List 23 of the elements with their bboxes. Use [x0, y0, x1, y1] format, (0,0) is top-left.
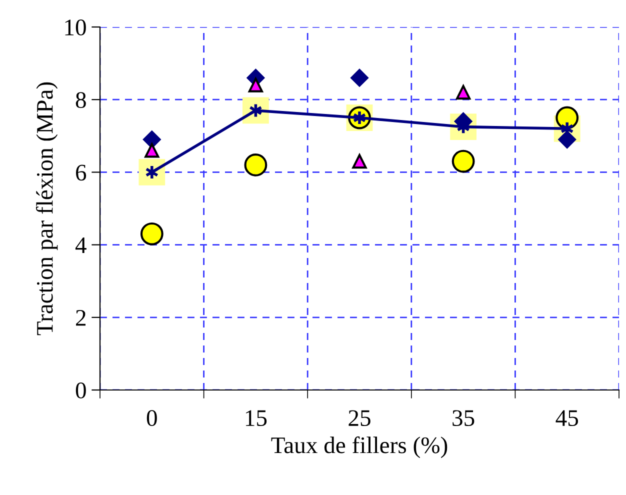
point [350, 68, 368, 87]
point [244, 153, 268, 176]
point [144, 143, 160, 158]
x-tick-label: 15 [246, 410, 267, 426]
x-tick-label: 25 [348, 410, 370, 426]
point [352, 154, 367, 169]
point [140, 222, 164, 246]
x-axis-title: Taux de fillers (%) [271, 436, 448, 458]
y-tick-label: 0 [76, 382, 86, 398]
y-tick-label: 10 [65, 19, 86, 36]
point [248, 78, 263, 92]
y-tick-label: 8 [76, 92, 86, 108]
y-tick-label: 4 [75, 237, 86, 253]
x-tick-label: 35 [452, 410, 474, 426]
y-axis-title: Traction par fléxion (MPa) [36, 82, 58, 336]
point [558, 130, 576, 148]
y-tick-label: 6 [76, 164, 86, 181]
point [143, 130, 161, 148]
point [452, 150, 475, 173]
point [456, 85, 471, 100]
x-tick-label: 0 [146, 410, 157, 426]
x-tick-label: 45 [556, 410, 578, 426]
y-tick-label: 2 [76, 310, 86, 326]
